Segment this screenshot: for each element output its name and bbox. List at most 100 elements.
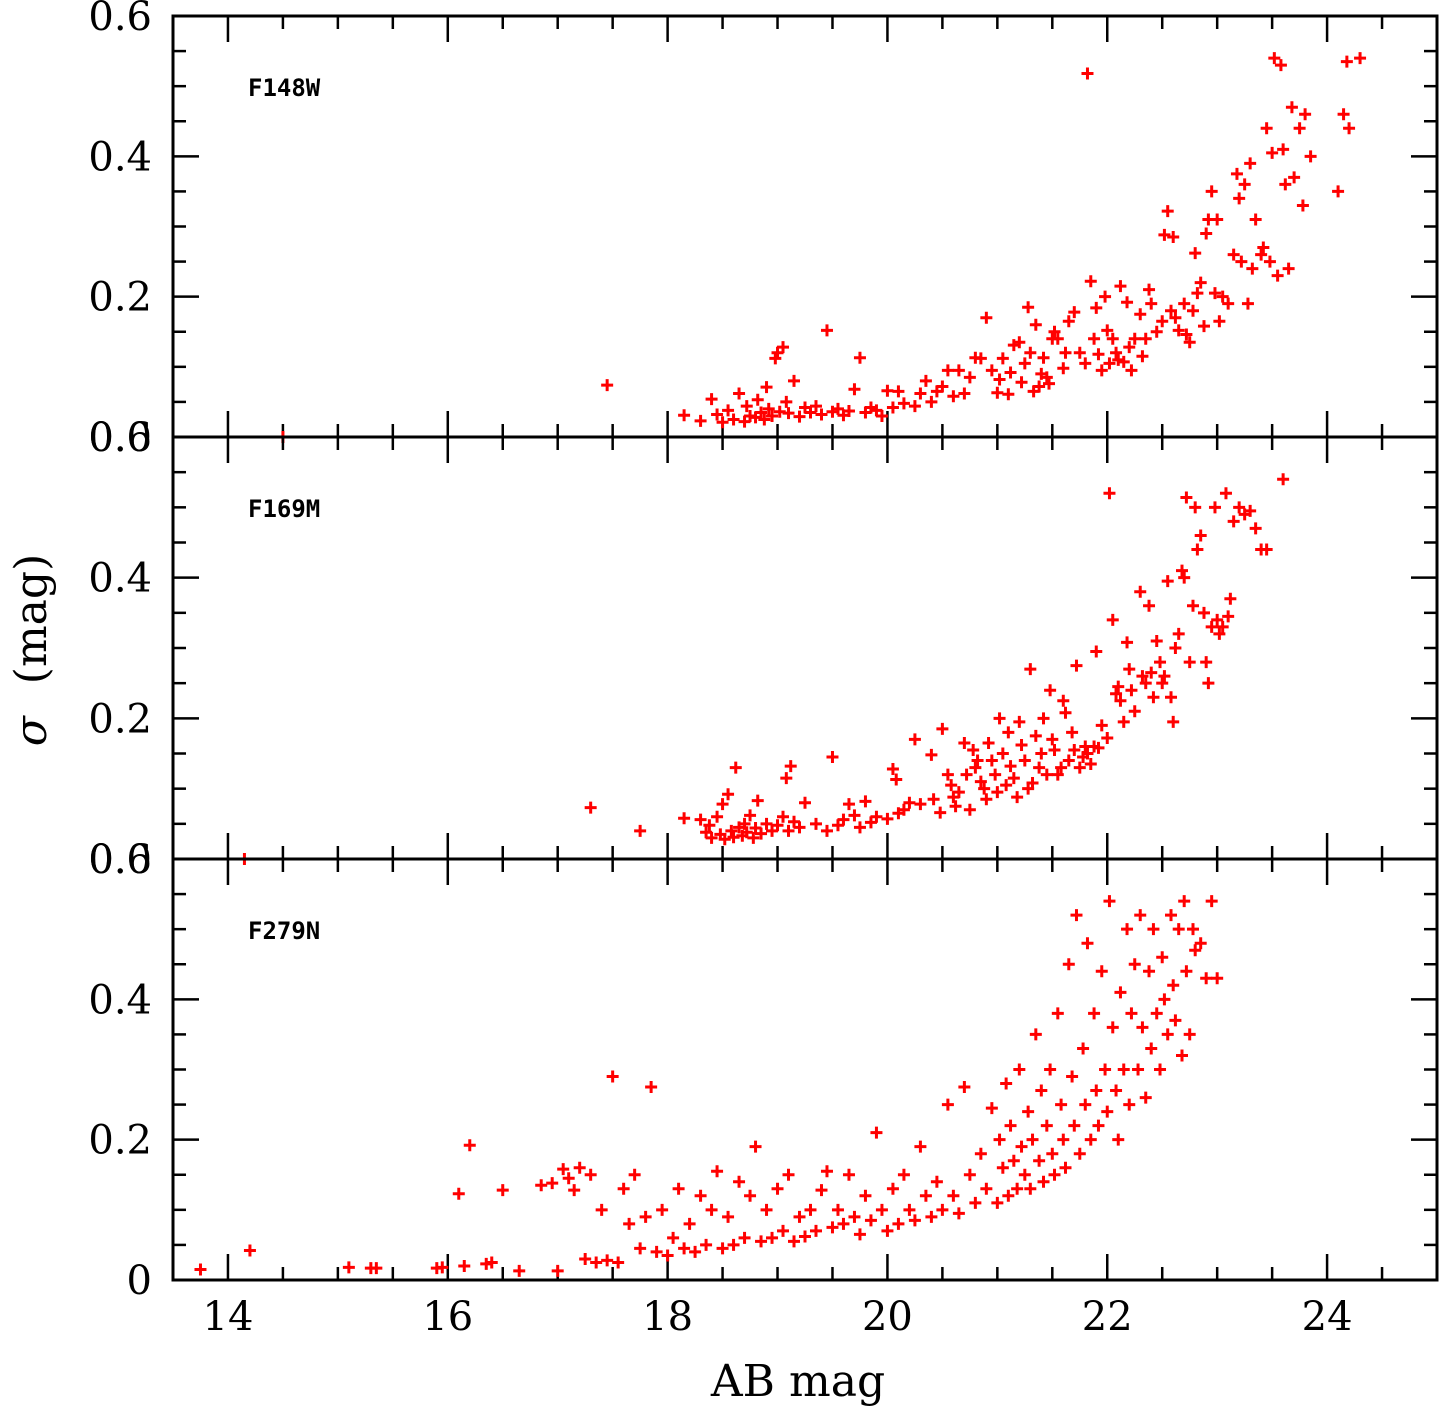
data-point xyxy=(1277,143,1290,156)
data-point xyxy=(760,817,773,830)
data-point xyxy=(980,1182,993,1195)
data-point xyxy=(1112,1133,1125,1146)
data-point xyxy=(1081,937,1094,950)
data-point xyxy=(777,341,790,354)
data-point xyxy=(1068,306,1081,319)
data-point xyxy=(1180,491,1193,504)
data-point xyxy=(1059,706,1072,719)
data-point xyxy=(993,1133,1006,1146)
data-point xyxy=(1084,1133,1097,1146)
data-point xyxy=(1004,366,1017,379)
data-point xyxy=(1059,346,1072,359)
data-point xyxy=(751,393,764,406)
data-point xyxy=(1178,571,1191,584)
data-point xyxy=(1145,297,1158,310)
data-point xyxy=(1200,227,1213,240)
data-point xyxy=(711,408,724,421)
data-point xyxy=(716,416,729,429)
data-point xyxy=(1150,1007,1163,1020)
data-point xyxy=(1222,297,1235,310)
data-point xyxy=(194,1263,207,1276)
data-point xyxy=(1274,59,1287,72)
data-point xyxy=(1121,296,1134,309)
data-point xyxy=(1088,1007,1101,1020)
data-point xyxy=(744,1189,757,1202)
y-tick-label: 0.2 xyxy=(88,1118,152,1164)
data-point xyxy=(826,751,839,764)
data-point xyxy=(1354,52,1367,65)
data-point xyxy=(985,364,998,377)
data-point xyxy=(1189,944,1202,957)
data-point xyxy=(705,831,718,844)
data-point xyxy=(1169,642,1182,654)
data-point xyxy=(1057,362,1070,375)
data-point xyxy=(1123,1098,1136,1111)
data-point xyxy=(1139,1091,1152,1104)
data-point xyxy=(1200,972,1213,985)
data-point xyxy=(1035,747,1048,760)
data-point xyxy=(1208,287,1221,300)
data-point xyxy=(1101,732,1114,745)
x-tick-label: 20 xyxy=(862,1294,913,1340)
data-point xyxy=(820,324,833,337)
x-tick-label: 18 xyxy=(642,1294,693,1340)
data-point xyxy=(1249,522,1262,535)
data-point xyxy=(1194,937,1207,950)
data-point xyxy=(711,1165,724,1178)
data-point xyxy=(982,736,995,749)
data-point xyxy=(1161,205,1174,218)
data-point xyxy=(1271,269,1284,282)
data-point xyxy=(1062,315,1075,328)
data-point xyxy=(925,1210,938,1223)
y-tick-label: 0.0 xyxy=(88,837,152,883)
data-point xyxy=(925,748,938,761)
y-tick-label: 0.4 xyxy=(88,977,152,1023)
data-point xyxy=(1077,1042,1090,1055)
data-point xyxy=(1208,501,1221,514)
data-point xyxy=(1114,280,1127,293)
data-point xyxy=(908,1214,921,1227)
data-point xyxy=(1007,1154,1020,1167)
data-point xyxy=(766,1231,779,1244)
data-point xyxy=(1233,501,1246,514)
data-point xyxy=(831,1203,844,1216)
data-point xyxy=(941,1098,954,1111)
data-point xyxy=(853,1228,866,1241)
data-point xyxy=(1241,297,1254,310)
data-point xyxy=(1103,895,1116,908)
data-point xyxy=(936,1203,949,1216)
data-point xyxy=(1029,729,1042,742)
data-point xyxy=(1216,290,1229,303)
data-point xyxy=(908,400,921,413)
data-point xyxy=(826,1221,839,1234)
data-point xyxy=(1018,1168,1031,1181)
data-point xyxy=(458,1259,471,1272)
data-point xyxy=(1128,705,1141,718)
data-point xyxy=(672,1182,685,1195)
data-point xyxy=(678,409,691,422)
data-point xyxy=(859,795,872,808)
data-point xyxy=(996,747,1009,760)
y-tick-label: 0.6 xyxy=(88,0,152,40)
data-point xyxy=(1211,972,1224,985)
data-point xyxy=(974,352,987,365)
y-tick-label: 0.4 xyxy=(88,134,152,180)
data-point xyxy=(782,824,795,837)
y-tick-label: 0.4 xyxy=(88,556,152,602)
data-point xyxy=(463,1139,476,1152)
data-point xyxy=(793,1210,806,1223)
data-point xyxy=(1062,958,1075,971)
data-point xyxy=(799,796,811,809)
data-point xyxy=(1090,1084,1103,1097)
data-point xyxy=(1073,346,1086,359)
data-point xyxy=(1161,1028,1174,1041)
data-point xyxy=(1158,228,1171,241)
data-point xyxy=(963,803,976,816)
data-point xyxy=(747,831,760,844)
data-point xyxy=(617,1182,630,1195)
data-point xyxy=(780,395,793,408)
data-point xyxy=(903,796,916,809)
svg-text:σ (mag): σ (mag) xyxy=(6,554,57,747)
data-point xyxy=(1057,1133,1070,1146)
data-point xyxy=(1002,726,1015,739)
